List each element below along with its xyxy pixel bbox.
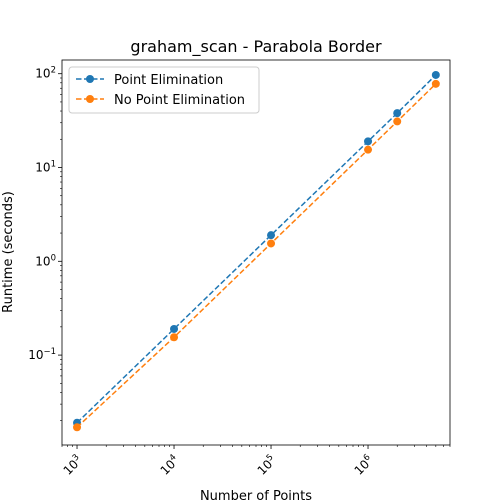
legend: Point Elimination No Point Elimination [68, 66, 260, 114]
series-1-point [267, 239, 276, 248]
series-0-point [393, 109, 402, 118]
chart-title: graham_scan - Parabola Border [130, 37, 382, 57]
x-axis: 103 104 105 106 [60, 445, 451, 478]
series-0-point [170, 324, 179, 333]
legend-marker-0 [86, 75, 94, 83]
legend-label-1: No Point Elimination [114, 93, 245, 108]
plot-area [73, 70, 440, 432]
legend-marker-1 [86, 95, 94, 103]
series-1-point [73, 423, 82, 432]
legend-label-0: Point Elimination [114, 73, 223, 88]
y-axis: 10−1 100 101 102 [28, 66, 62, 421]
series-0-point [431, 70, 440, 79]
series-line-0 [76, 74, 437, 424]
series-1-point [431, 79, 440, 88]
x-tick-label: 106 [351, 453, 376, 478]
y-tick-label: 102 [35, 66, 56, 81]
y-tick-label: 10−1 [28, 347, 56, 362]
series-1-point [170, 333, 179, 342]
x-tick-label: 104 [157, 453, 182, 478]
series-line-1 [76, 83, 437, 428]
legend-box [68, 66, 260, 114]
y-tick-label: 100 [35, 253, 56, 268]
series-0-point [364, 137, 373, 146]
x-tick-label: 103 [60, 453, 85, 478]
series-1-point [393, 117, 402, 126]
y-tick-label: 101 [35, 160, 56, 175]
x-axis-label: Number of Points [200, 489, 312, 500]
series-0-point [267, 231, 276, 240]
series-1-point [364, 145, 373, 154]
x-tick-label: 105 [254, 453, 279, 478]
y-axis-label: Runtime (seconds) [1, 191, 16, 313]
